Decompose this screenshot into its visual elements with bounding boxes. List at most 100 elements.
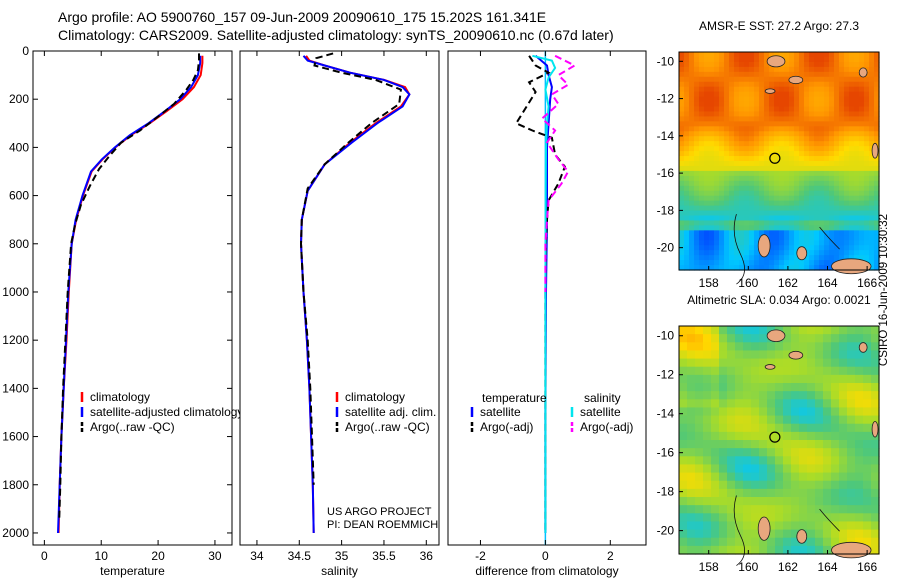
map-cell <box>864 195 870 202</box>
map-cell <box>809 131 815 137</box>
map-cell <box>863 407 872 417</box>
map-cell <box>749 265 755 271</box>
map-cell <box>804 245 810 251</box>
map-cell <box>834 255 840 261</box>
map-cell <box>855 407 864 417</box>
map-cell <box>704 141 710 147</box>
map-cell <box>874 66 880 73</box>
map-cell <box>719 545 728 555</box>
map-cell <box>809 225 815 231</box>
map-cell <box>744 161 750 167</box>
map-cell <box>864 116 870 122</box>
map-cell <box>709 210 715 217</box>
map-cell <box>734 185 740 192</box>
map-cell <box>695 497 704 506</box>
map-cell <box>711 391 720 400</box>
map-cell <box>754 91 760 98</box>
map-cell <box>769 260 775 266</box>
map-cell <box>779 101 785 108</box>
map-cell <box>764 190 770 197</box>
map-cell <box>684 195 690 202</box>
map-cell <box>779 215 785 222</box>
map-cell <box>819 265 825 271</box>
map-cell <box>759 185 765 192</box>
map-cell <box>709 195 715 202</box>
map-cell <box>735 342 744 352</box>
map-cell <box>779 200 785 207</box>
map-cell <box>815 505 824 514</box>
map-cell <box>849 146 855 152</box>
map-cell <box>784 225 790 231</box>
map-cell <box>739 215 745 222</box>
map-cell <box>751 423 760 433</box>
map-cell <box>859 225 865 231</box>
map-cell <box>767 464 776 474</box>
map-cell <box>834 225 840 231</box>
map-cell <box>719 185 725 192</box>
map-cell <box>839 505 848 514</box>
map-cell <box>779 170 785 177</box>
map-cell <box>794 230 800 236</box>
map-cell <box>704 91 710 98</box>
map-cell <box>709 76 715 83</box>
map-cell <box>749 76 755 83</box>
map-cell <box>684 141 690 147</box>
map-cell <box>784 121 790 127</box>
map-cell <box>759 91 765 98</box>
sst_map-ytick-label: -20 <box>657 241 675 255</box>
map-cell <box>831 505 840 514</box>
map-cell <box>814 180 820 187</box>
map-cell <box>735 505 744 514</box>
map-cell <box>789 146 795 152</box>
map-cell <box>794 116 800 122</box>
map-cell <box>729 170 735 177</box>
map-cell <box>823 497 832 506</box>
map-cell <box>699 260 705 266</box>
map-cell <box>829 161 835 167</box>
sst_map-ytick-label: -16 <box>657 166 675 180</box>
map-cell <box>739 61 745 68</box>
map-cell <box>829 96 835 103</box>
map-cell <box>727 513 736 523</box>
map-cell <box>855 391 864 400</box>
map-cell <box>849 161 855 167</box>
map-cell <box>719 383 728 392</box>
map-cell <box>735 488 744 498</box>
map-cell <box>863 399 872 409</box>
map-cell <box>704 76 710 83</box>
map-cell <box>749 210 755 217</box>
map-cell <box>759 66 765 73</box>
map-cell <box>839 464 848 474</box>
map-cell <box>749 245 755 251</box>
map-cell <box>809 240 815 246</box>
map-cell <box>704 131 710 137</box>
map-cell <box>679 126 685 132</box>
map-cell <box>767 521 776 531</box>
map-cell <box>871 464 880 474</box>
map-cell <box>684 91 690 98</box>
map-cell <box>759 342 768 352</box>
map-cell <box>849 235 855 241</box>
map-cell <box>744 225 750 231</box>
map-cell <box>831 472 840 482</box>
map-cell <box>869 66 875 73</box>
map-cell <box>689 200 695 207</box>
map-cell <box>704 151 710 157</box>
map-cell <box>743 488 752 498</box>
map-cell <box>769 250 775 256</box>
map-cell <box>789 195 795 202</box>
map-cell <box>724 121 730 127</box>
sla_map-ytick-label: -20 <box>657 524 675 538</box>
map-cell <box>739 106 745 113</box>
map-cell <box>774 240 780 246</box>
map-cell <box>724 91 730 98</box>
map-cell <box>759 448 768 457</box>
map-cell <box>854 175 860 182</box>
map-cell <box>847 472 856 482</box>
map-cell <box>834 106 840 113</box>
map-cell <box>739 66 745 73</box>
map-cell <box>847 358 856 368</box>
map-cell <box>839 190 845 197</box>
map-cell <box>844 66 850 73</box>
map-cell <box>714 61 720 68</box>
